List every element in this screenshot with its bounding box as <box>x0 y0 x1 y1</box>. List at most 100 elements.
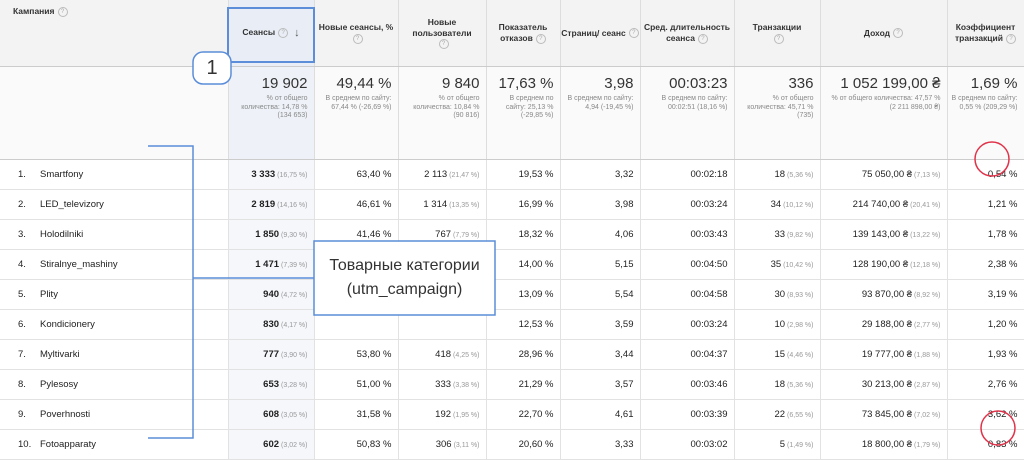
column-header-campaign[interactable]: Кампания? <box>0 0 229 67</box>
campaign-rows: 1. Smartfony 3 333 (16,75 %) 63,40 % 2 113 (21… <box>0 159 1024 460</box>
new-sessions-cell: 50,83 % <box>314 429 399 460</box>
column-header-transactions[interactable]: Транзакции? <box>734 0 821 67</box>
transactions-cell: 34 (10,12 %) <box>734 189 821 220</box>
campaign-cell[interactable]: 10. Fotoapparaty <box>0 429 229 460</box>
revenue-cell: 75 050,00 ₴ (7,13 %) <box>820 159 948 190</box>
avg-duration-cell: 00:02:18 <box>640 159 735 190</box>
avg-duration-cell: 00:04:50 <box>640 249 735 280</box>
campaign-cell[interactable]: 6. Kondicionery <box>0 309 229 340</box>
campaign-cell[interactable]: 7. Myltivarki <box>0 339 229 370</box>
column-header-new-sessions[interactable]: Новые сеансы, %? <box>314 0 399 67</box>
pages-per-session-cell: 5,15 <box>560 249 641 280</box>
column-header-sessions[interactable]: Сеансы? ↓ <box>228 0 315 67</box>
total-sessions: 19 902% от общего количества: 14,78 % (1… <box>228 66 315 160</box>
campaign-name[interactable]: Plity <box>40 289 58 300</box>
table-row[interactable]: 1. Smartfony 3 333 (16,75 %) 63,40 % 2 113 (21… <box>0 159 1024 190</box>
avg-duration-cell: 00:03:46 <box>640 369 735 400</box>
new-sessions-cell: 63,40 % <box>314 159 399 190</box>
help-icon[interactable]: ? <box>628 28 639 39</box>
column-header-bounce-rate[interactable]: Показатель отказов? <box>486 0 561 67</box>
pages-per-session-cell: 5,54 <box>560 279 641 310</box>
new-users-cell: 1 314 (13,35 %) <box>398 189 487 220</box>
help-icon[interactable]: ? <box>57 6 68 17</box>
campaign-name[interactable]: Holodilniki <box>40 229 84 240</box>
campaign-cell[interactable]: 2. LED_televizory <box>0 189 229 220</box>
total-new-users: 9 840% от общего количества: 10,84 % (90… <box>398 66 487 160</box>
bounce-rate-cell: 20,60 % <box>486 429 561 460</box>
pages-per-session-cell: 3,44 <box>560 339 641 370</box>
revenue-cell: 128 190,00 ₴ (12,18 %) <box>820 249 948 280</box>
sort-down-icon[interactable]: ↓ <box>294 26 300 39</box>
help-icon[interactable]: ? <box>352 33 363 44</box>
campaign-name[interactable]: LED_televizory <box>40 199 104 210</box>
new-users-cell: 333 (3,38 %) <box>398 369 487 400</box>
campaign-cell[interactable]: 1. Smartfony <box>0 159 229 190</box>
column-header-conversion-rate[interactable]: Коэффициент транзакций? <box>947 0 1024 67</box>
campaign-name[interactable]: Fotoapparaty <box>40 439 96 450</box>
help-icon[interactable]: ? <box>278 28 289 39</box>
campaign-cell[interactable]: 9. Poverhnosti <box>0 399 229 430</box>
campaign-name[interactable]: Kondicionery <box>40 319 95 330</box>
bounce-rate-cell: 28,96 % <box>486 339 561 370</box>
table-row[interactable]: 8. Pylesosy 653 (3,28 %) 51,00 % 333 (3,38 %) 2… <box>0 369 1024 400</box>
bounce-rate-cell: 13,09 % <box>486 279 561 310</box>
avg-duration-cell: 00:03:24 <box>640 309 735 340</box>
new-sessions-cell: 53,80 % <box>314 339 399 370</box>
total-pages-per-session: 3,98 В среднем по сайту: 4,94 (-19,45 %) <box>560 66 641 160</box>
transactions-cell: 5 (1,49 %) <box>734 429 821 460</box>
campaign-name[interactable]: Pylesosy <box>40 379 79 390</box>
pages-per-session-cell: 4,06 <box>560 219 641 250</box>
callout-label: Товарные категории (utm_campaign) <box>314 254 495 302</box>
sessions-cell: 830 (4,17 %) <box>228 309 315 340</box>
table-row[interactable]: 10. Fotoapparaty 602 (3,02 %) 50,83 % 306 (3,1… <box>0 429 1024 460</box>
bounce-rate-cell: 12,53 % <box>486 309 561 340</box>
sessions-cell: 3 333 (16,75 %) <box>228 159 315 190</box>
help-icon[interactable]: ? <box>697 33 708 44</box>
column-header-pages-per-session[interactable]: Страниц/ сеанс? <box>560 0 641 67</box>
campaign-name[interactable]: Myltivarki <box>40 349 80 360</box>
avg-duration-cell: 00:03:43 <box>640 219 735 250</box>
table-row[interactable]: 3. Holodilniki 1 850 (9,30 %) 41,46 % 767 (7,7… <box>0 219 1024 250</box>
table-row[interactable]: 2. LED_televizory 2 819 (14,16 %) 46,61 % 1 3… <box>0 189 1024 220</box>
campaign-name[interactable]: Smartfony <box>40 169 84 180</box>
help-icon[interactable]: ? <box>438 39 449 50</box>
campaign-cell[interactable]: 4. Stiralnye_mashiny <box>0 249 229 280</box>
transactions-cell: 22 (6,55 %) <box>734 399 821 430</box>
row-number: 7. <box>18 349 26 360</box>
new-users-cell: 2 113 (21,47 %) <box>398 159 487 190</box>
column-header-avg-duration[interactable]: Сред. длительность сеанса? <box>640 0 735 67</box>
help-icon[interactable]: ? <box>893 28 904 39</box>
conversion-rate-cell: 3,19 % <box>947 279 1024 310</box>
help-icon[interactable]: ? <box>773 33 784 44</box>
row-number: 6. <box>18 319 26 330</box>
campaign-name[interactable]: Poverhnosti <box>40 409 91 420</box>
campaign-cell[interactable]: 3. Holodilniki <box>0 219 229 250</box>
help-icon[interactable]: ? <box>535 33 546 44</box>
table-row[interactable]: 6. Kondicionery 830 (4,17 %) 12,53 % 3,59 00:0… <box>0 309 1024 340</box>
table-row[interactable]: 4. Stiralnye_mashiny 1 471 (7,39 %) 14,00 % 5… <box>0 249 1024 280</box>
campaign-cell[interactable]: 5. Plity <box>0 279 229 310</box>
new-sessions-cell <box>314 309 399 340</box>
campaign-cell[interactable]: 8. Pylesosy <box>0 369 229 400</box>
column-header-new-users[interactable]: Новые пользователи? <box>398 0 487 67</box>
revenue-cell: 18 800,00 ₴ (1,79 %) <box>820 429 948 460</box>
row-number: 8. <box>18 379 26 390</box>
transactions-cell: 18 (5,36 %) <box>734 159 821 190</box>
sessions-cell: 608 (3,05 %) <box>228 399 315 430</box>
help-icon[interactable]: ? <box>1006 33 1016 44</box>
column-header-revenue[interactable]: Доход? <box>820 0 948 67</box>
row-number: 1. <box>18 169 26 180</box>
table-row[interactable]: 7. Myltivarki 777 (3,90 %) 53,80 % 418 (4,25 %… <box>0 339 1024 370</box>
avg-duration-cell: 00:03:02 <box>640 429 735 460</box>
sessions-cell: 940 (4,72 %) <box>228 279 315 310</box>
conversion-rate-cell: 0,83 % <box>947 429 1024 460</box>
table-row[interactable]: 9. Poverhnosti 608 (3,05 %) 31,58 % 192 (1,95 … <box>0 399 1024 430</box>
revenue-cell: 29 188,00 ₴ (2,77 %) <box>820 309 948 340</box>
new-users-cell: 767 (7,79 %) <box>398 219 487 250</box>
table-row[interactable]: 5. Plity 940 (4,72 %) 13,09 % 5,54 00:04:58 30(… <box>0 279 1024 310</box>
transactions-cell: 30 (8,93 %) <box>734 279 821 310</box>
sessions-cell: 1 471 (7,39 %) <box>228 249 315 280</box>
campaign-name[interactable]: Stiralnye_mashiny <box>40 259 118 270</box>
callout-text-line-2: (utm_campaign) <box>346 281 463 298</box>
